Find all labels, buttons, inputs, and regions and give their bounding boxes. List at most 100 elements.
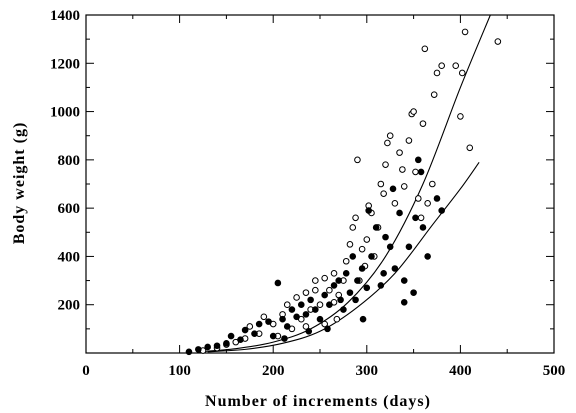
filled-data-point — [237, 336, 244, 344]
y-tick-label: 200 — [58, 298, 81, 314]
open-data-point — [452, 62, 460, 69]
filled-data-point — [377, 282, 385, 289]
open-data-point — [457, 113, 464, 120]
open-data-point — [414, 195, 422, 202]
filled-data-point — [354, 277, 361, 284]
open-data-point — [293, 294, 300, 301]
open-data-point — [302, 289, 310, 296]
filled-data-point — [414, 156, 422, 164]
x-tick-label: 100 — [168, 363, 191, 379]
open-data-point — [333, 315, 341, 323]
filled-data-point — [330, 282, 338, 289]
filled-data-point — [321, 291, 328, 299]
open-data-point — [382, 161, 389, 168]
filled-data-point — [358, 265, 366, 272]
open-data-point — [349, 224, 357, 231]
x-tick-label: 300 — [356, 363, 379, 379]
filled-data-point — [324, 325, 331, 333]
filled-data-point — [305, 327, 313, 335]
open-data-point — [377, 180, 385, 188]
open-data-point — [412, 168, 419, 176]
filled-data-point — [288, 306, 296, 313]
filled-data-point — [410, 289, 417, 296]
open-data-point — [386, 132, 394, 140]
y-tick-label: 1400 — [50, 8, 80, 24]
open-data-point — [399, 166, 406, 173]
filled-data-point — [279, 315, 286, 323]
filled-data-point — [213, 342, 221, 350]
open-data-point — [380, 190, 387, 197]
filled-data-point — [433, 195, 441, 202]
filled-data-point — [251, 330, 258, 337]
filled-data-point — [391, 265, 399, 272]
y-tick-label: 800 — [58, 153, 81, 169]
y-tick-label: 400 — [58, 249, 81, 265]
filled-data-point — [283, 323, 291, 330]
open-data-point — [354, 156, 361, 164]
open-data-point — [430, 91, 438, 98]
open-data-point — [358, 245, 366, 253]
open-data-point — [326, 286, 333, 294]
filled-data-point — [346, 289, 354, 296]
filled-data-point — [204, 343, 211, 351]
filled-data-point — [419, 224, 427, 231]
filled-data-point — [293, 313, 300, 321]
filled-data-point — [195, 346, 202, 353]
filled-data-point — [316, 315, 324, 323]
filled-data-point — [265, 318, 272, 325]
x-axis-title: Number of increments (days) — [205, 393, 431, 410]
filled-data-point — [274, 279, 282, 287]
open-data-point — [302, 323, 310, 330]
filled-data-point — [326, 301, 333, 309]
filled-data-point — [227, 332, 235, 340]
filled-data-point — [438, 207, 445, 214]
fit-curve-1 — [198, 15, 491, 353]
filled-data-point — [352, 296, 359, 304]
open-data-point — [246, 323, 254, 330]
x-tick-label: 500 — [543, 363, 566, 379]
filled-data-point — [412, 214, 419, 222]
filled-data-point — [400, 277, 408, 284]
open-data-point — [391, 200, 399, 207]
open-data-point — [321, 320, 328, 328]
open-data-point — [363, 236, 371, 243]
open-data-point — [342, 257, 350, 265]
x-tick-label: 400 — [449, 363, 472, 379]
filled-data-point — [269, 332, 277, 340]
open-data-point — [330, 270, 338, 277]
open-data-point — [321, 274, 328, 282]
open-data-point — [429, 180, 436, 188]
open-data-point — [424, 200, 431, 207]
open-data-point — [346, 241, 354, 248]
x-tick-label: 0 — [82, 363, 90, 379]
open-data-point — [400, 183, 408, 190]
filled-data-point — [255, 320, 263, 328]
filled-data-point — [342, 270, 350, 277]
filled-data-point — [400, 299, 408, 306]
filled-data-point — [297, 301, 305, 309]
fit-curves — [198, 15, 491, 353]
x-tick-label: 200 — [262, 363, 285, 379]
filled-data-point — [372, 224, 380, 231]
filled-data-point — [405, 243, 413, 251]
filled-data-point — [417, 168, 425, 176]
filled-data-point — [363, 284, 371, 292]
open-data-point — [396, 149, 403, 156]
open-data-point — [316, 301, 324, 309]
data-points — [185, 28, 502, 356]
open-data-point — [438, 62, 445, 69]
filled-data-point — [281, 335, 288, 342]
filled-data-point — [312, 306, 319, 313]
filled-data-point — [365, 207, 372, 214]
open-data-point — [461, 28, 469, 36]
open-data-point — [312, 286, 319, 294]
filled-data-point — [185, 348, 193, 356]
filled-data-point — [307, 296, 314, 304]
filled-data-point — [302, 311, 310, 318]
y-axis-title: Body weight (g) — [11, 122, 28, 245]
open-data-point — [466, 144, 474, 152]
axis-ticks — [85, 14, 555, 353]
filled-data-point — [389, 185, 397, 193]
open-data-point — [312, 277, 319, 284]
filled-data-point — [223, 340, 230, 347]
